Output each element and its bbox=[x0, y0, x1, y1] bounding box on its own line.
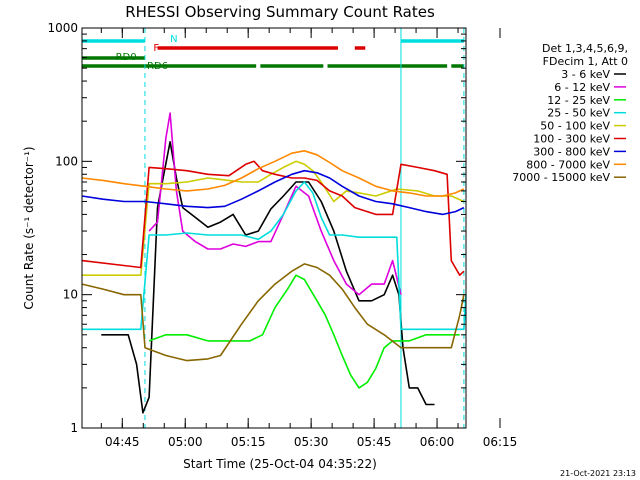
legend-entry-label: 800 - 7000 keV bbox=[526, 158, 610, 171]
x-axis-label: Start Time (25-Oct-04 04:35:22) bbox=[183, 457, 377, 471]
state-bar-label: N bbox=[170, 34, 177, 45]
state-bars: NF RD0 RD6 bbox=[82, 34, 464, 72]
legend-entry-label: 50 - 100 keV bbox=[540, 120, 610, 133]
y-tick-label: 10 bbox=[63, 288, 78, 302]
legend-entry-label: 25 - 50 keV bbox=[547, 107, 610, 120]
legend-entry-label: 3 - 6 keV bbox=[561, 68, 610, 81]
series-line bbox=[148, 274, 460, 389]
legend-entry-label: 300 - 800 keV bbox=[533, 145, 610, 158]
x-tick-label: 05:15 bbox=[231, 435, 266, 449]
x-tick-label: 05:00 bbox=[168, 435, 203, 449]
timestamp: 21-Oct-2021 23:13 bbox=[560, 469, 636, 478]
legend-entry-label: 12 - 25 keV bbox=[547, 94, 610, 107]
series-line bbox=[81, 150, 465, 197]
state-bar-label: RD0 bbox=[116, 52, 137, 63]
y-tick-label: 1 bbox=[70, 421, 78, 435]
series-line bbox=[81, 160, 465, 277]
series-line bbox=[101, 141, 435, 414]
plot-frame bbox=[81, 27, 467, 429]
series-line bbox=[148, 112, 402, 296]
series-line bbox=[82, 181, 467, 331]
x-tick-label: 05:45 bbox=[357, 435, 392, 449]
x-tick-label: 05:30 bbox=[294, 435, 329, 449]
x-tick-label: 06:00 bbox=[420, 435, 455, 449]
legend-entry-label: 100 - 300 keV bbox=[533, 133, 610, 146]
series-line bbox=[81, 263, 465, 362]
state-bar-label: RD6 bbox=[147, 61, 168, 72]
legend: Det 1,3,4,5,6,9,FDecim 1, Att 03 - 6 keV… bbox=[512, 42, 628, 184]
series-group bbox=[81, 112, 467, 414]
legend-entry-label: 6 - 12 keV bbox=[554, 81, 610, 94]
chart-title: RHESSI Observing Summary Count Rates bbox=[125, 3, 435, 21]
state-bar-label: F bbox=[153, 43, 159, 54]
y-tick-label: 1000 bbox=[47, 21, 78, 35]
series-line bbox=[81, 169, 465, 216]
series-line bbox=[82, 160, 465, 277]
axes: 1 10 100 1000 04:45 05:00 05:15 05:30 05:45 06:00… bbox=[47, 21, 517, 449]
x-tick-label: 04:45 bbox=[105, 435, 140, 449]
legend-title: Det 1,3,4,5,6,9, bbox=[542, 42, 628, 55]
y-tick-label: 100 bbox=[55, 154, 78, 168]
x-tick-label: 06:15 bbox=[483, 435, 518, 449]
legend-entry-label: 7000 - 15000 keV bbox=[512, 171, 610, 184]
y-axis-label: Count Rate (s⁻¹ detector⁻¹) bbox=[22, 146, 36, 309]
legend-title: FDecim 1, Att 0 bbox=[543, 55, 628, 68]
